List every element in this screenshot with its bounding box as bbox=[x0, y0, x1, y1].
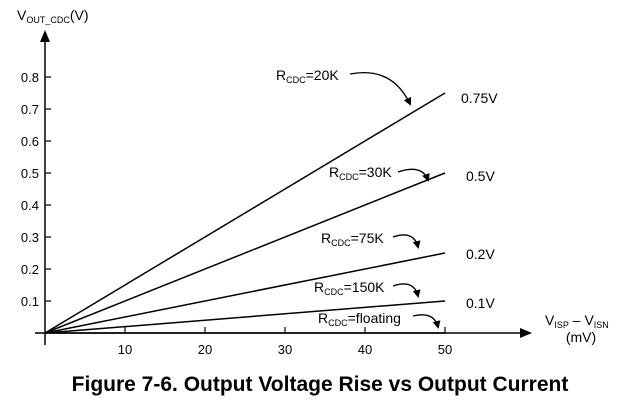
x-ticks: 10 20 30 40 50 bbox=[118, 327, 452, 357]
y-tick-label: 0.8 bbox=[21, 70, 39, 85]
y-tick-label: 0.4 bbox=[21, 198, 39, 213]
series-end-label-0: 0.75V bbox=[461, 90, 498, 106]
series-line-1 bbox=[44, 172, 446, 334]
series-end-label-3: 0.1V bbox=[466, 295, 495, 311]
x-axis-label: VISP – VISN bbox=[545, 312, 609, 330]
x-tick-label: 50 bbox=[438, 342, 452, 357]
x-tick-label: 40 bbox=[358, 342, 372, 357]
y-axis-label-main: V bbox=[17, 7, 27, 23]
x-axis-label-dash: – bbox=[569, 312, 585, 328]
series-arrow-4 bbox=[412, 314, 441, 329]
series-end-label-2: 0.2V bbox=[466, 246, 495, 262]
series-annotations: RCDC=20K RCDC=30K RCDC=75K RCDC=150K RCD… bbox=[276, 67, 498, 329]
x-axis-arrow-icon bbox=[520, 328, 532, 338]
y-tick-label: 0.2 bbox=[21, 262, 39, 277]
series-arrow-1 bbox=[397, 168, 430, 182]
series-end-label-1: 0.5V bbox=[466, 168, 495, 184]
y-axis-label: VOUT_CDC(V) bbox=[17, 7, 89, 25]
x-axis-label-v1: V bbox=[545, 312, 555, 328]
series-arrow-2 bbox=[392, 234, 421, 249]
series-label-3: RCDC=150K bbox=[314, 279, 385, 297]
y-tick-label: 0.6 bbox=[21, 134, 39, 149]
y-axis-arrow-icon bbox=[40, 30, 50, 42]
y-tick-label: 0.3 bbox=[21, 230, 39, 245]
x-tick-label: 20 bbox=[198, 342, 212, 357]
y-ticks: 0.1 0.2 0.3 0.4 0.5 0.6 0.7 0.8 bbox=[21, 70, 51, 309]
series-lines bbox=[44, 92, 446, 334]
series-line-0 bbox=[44, 92, 446, 334]
y-axis-label-sub: OUT_CDC bbox=[26, 15, 70, 25]
x-axis-label-v2: V bbox=[584, 312, 594, 328]
chart: 0.10.20.30.40.50.60.70.8 10 20 30 40 50 VOUT… bbox=[17, 7, 609, 357]
y-tick-label: 0.7 bbox=[21, 102, 39, 117]
x-axis-label-s1: ISP bbox=[554, 320, 569, 330]
series-line-3 bbox=[44, 300, 446, 334]
series-arrow-3 bbox=[392, 283, 421, 298]
y-tick-label: 0.5 bbox=[21, 166, 39, 181]
figure-caption: Figure 7-6. Output Voltage Rise vs Outpu… bbox=[71, 373, 569, 396]
x-tick-label: 30 bbox=[278, 342, 292, 357]
y-axis-label-unit: (V) bbox=[70, 7, 89, 23]
series-label-4: RCDC=floating bbox=[318, 310, 401, 328]
series-label-2: RCDC=75K bbox=[321, 230, 384, 248]
x-tick-label: 10 bbox=[118, 342, 132, 357]
series-label-0: RCDC=20K bbox=[276, 67, 339, 85]
x-axis-label-s2: ISN bbox=[594, 320, 609, 330]
x-axis-unit: (mV) bbox=[566, 329, 596, 345]
y-tick-label: 0.1 bbox=[21, 294, 39, 309]
series-label-1: RCDC=30K bbox=[329, 164, 392, 182]
series-line-2 bbox=[44, 252, 446, 334]
series-arrow-0 bbox=[349, 72, 412, 106]
